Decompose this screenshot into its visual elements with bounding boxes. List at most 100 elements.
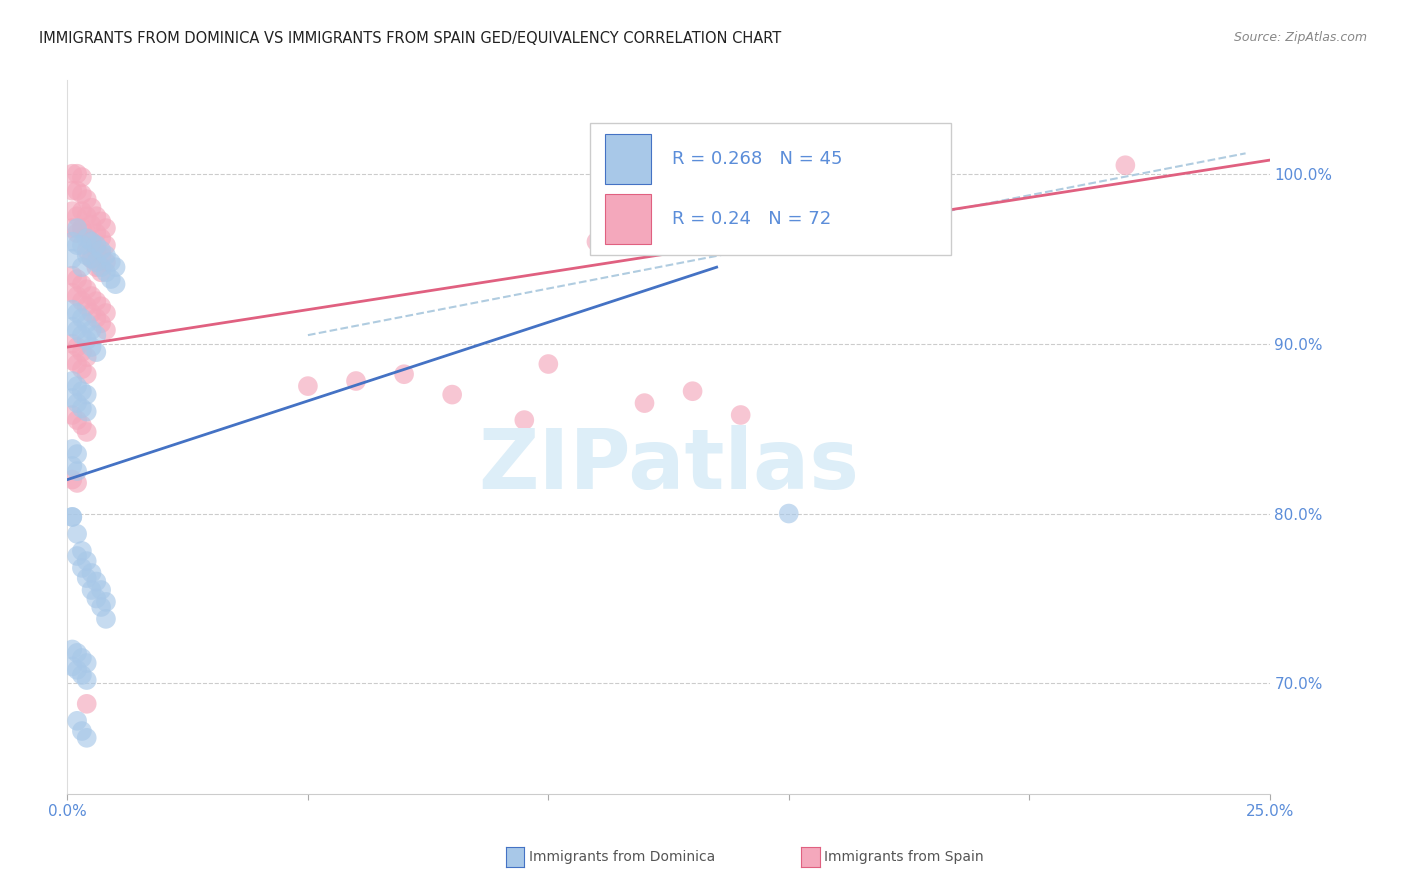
Point [76,731,98,745]
Text: ZIPatlas: ZIPatlas [478,425,859,506]
Point [86,255,108,269]
Text: IMMIGRANTS FROM DOMINICA VS IMMIGRANTS FROM SPAIN GED/EQUIVALENCY CORRELATION CH: IMMIGRANTS FROM DOMINICA VS IMMIGRANTS F… [39,31,782,46]
Point [60,167,83,181]
Point [60,659,83,673]
Point [70,170,93,185]
Point [90,260,112,275]
Point [60,252,83,266]
Text: Immigrants from Dominica: Immigrants from Dominica [529,850,714,864]
Point [70,561,93,575]
Point [70,221,93,235]
Point [100,272,122,286]
Point [66,413,89,427]
Point [80,235,103,249]
Point [60,510,83,524]
Point [76,333,98,347]
Point [76,209,98,223]
Point [86,226,108,240]
Point [94,306,117,320]
Point [76,316,98,330]
Point [730,408,752,422]
Point [94,255,117,269]
Point [60,268,83,283]
Point [60,221,83,235]
Point [66,340,89,354]
Point [76,282,98,296]
Point [86,209,108,223]
Point [70,724,93,739]
Point [60,285,83,300]
Point [86,238,108,252]
Point [66,475,89,490]
Point [80,218,103,232]
Point [76,350,98,364]
Point [86,328,108,343]
Point [90,316,112,330]
Point [76,248,98,262]
Point [70,277,93,292]
Point [76,571,98,585]
Point [90,582,112,597]
Point [70,311,93,326]
Point [94,238,117,252]
Point [70,418,93,433]
Point [392,368,415,382]
Point [90,243,112,257]
Point [80,235,103,249]
Point [60,353,83,368]
Point [86,591,108,606]
Point [60,204,83,219]
Point [60,442,83,456]
Bar [605,194,651,244]
Point [70,384,93,399]
Point [90,214,112,228]
Point [80,252,103,266]
Point [441,387,464,401]
Point [70,362,93,376]
Point [66,238,89,252]
Point [70,345,93,359]
Point [66,323,89,337]
Point [76,673,98,687]
Point [80,340,103,354]
Point [70,204,93,219]
Point [60,510,83,524]
Point [682,384,704,399]
Point [70,260,93,275]
Point [86,311,108,326]
Text: Source: ZipAtlas.com: Source: ZipAtlas.com [1233,31,1367,45]
Point [86,260,108,275]
Point [70,401,93,416]
Point [76,243,98,257]
Point [60,302,83,317]
Point [66,167,89,181]
Point [60,184,83,198]
Point [60,408,83,422]
Point [80,252,103,266]
Text: R = 0.268   N = 45: R = 0.268 N = 45 [672,150,842,168]
Point [66,714,89,728]
Point [86,243,108,257]
Point [104,260,127,275]
Point [90,265,112,279]
Point [76,404,98,418]
Point [76,299,98,313]
Text: Immigrants from Spain: Immigrants from Spain [824,850,984,864]
Point [76,192,98,206]
Point [86,574,108,589]
Point [60,374,83,388]
Point [70,668,93,682]
Point [80,289,103,303]
Point [1114,158,1136,172]
Point [66,527,89,541]
Point [76,656,98,670]
Point [70,238,93,252]
Point [344,374,367,388]
Point [633,396,655,410]
Point [80,323,103,337]
Point [537,357,560,371]
Point [70,187,93,202]
Point [70,651,93,665]
Point [60,336,83,351]
Point [94,595,117,609]
